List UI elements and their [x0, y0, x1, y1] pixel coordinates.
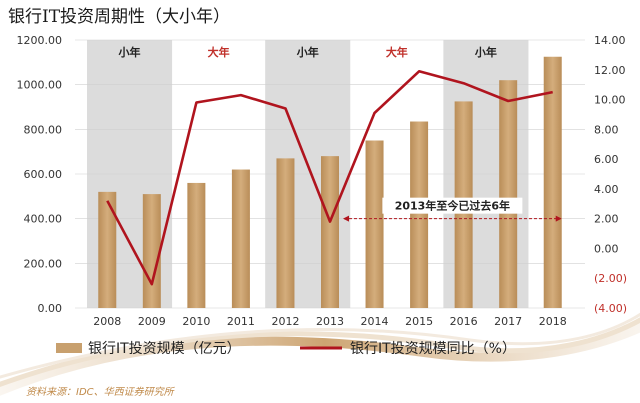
background-decoration — [0, 312, 640, 396]
legend-line-label: 银行IT投资规模同比（%） — [350, 341, 516, 357]
left-tick-label: 1200.00 — [17, 34, 63, 47]
legend-bar-swatch — [56, 343, 82, 353]
bar — [98, 191, 117, 308]
bar — [499, 80, 518, 308]
legend: 银行IT投资规模（亿元） 银行IT投资规模同比（%） — [56, 341, 516, 357]
bar — [231, 169, 250, 308]
right-tick-label: 0.00 — [594, 242, 619, 255]
band-label: 小年 — [474, 45, 497, 59]
left-tick-label: 0.00 — [38, 302, 63, 315]
band-label: 小年 — [296, 45, 319, 59]
annotation-text: 2013年至今已过去6年 — [395, 199, 510, 213]
source-note: 资料来源：IDC、华西证券研究所 — [26, 386, 176, 398]
bar — [365, 140, 384, 308]
x-tick-label: 2011 — [227, 315, 255, 328]
x-tick-label: 2010 — [182, 315, 210, 328]
left-axis: 0.00 200.00 400.00 600.00 800.00 1000.00 1200.… — [17, 34, 63, 315]
x-tick-label: 2009 — [138, 315, 166, 328]
legend-bar-label: 银行IT投资规模（亿元） — [88, 341, 241, 357]
x-tick-label: 2012 — [271, 315, 299, 328]
annotation: 2013年至今已过去6年 — [343, 197, 562, 222]
left-tick-label: 1000.00 — [17, 79, 63, 92]
right-tick-label: 14.00 — [594, 34, 626, 47]
annotation-bg — [382, 197, 523, 214]
left-tick-label: 400.00 — [24, 213, 63, 226]
right-tick-label: (2.00) — [594, 272, 627, 285]
right-tick-label: 10.00 — [594, 94, 626, 107]
bar — [187, 182, 206, 308]
left-tick-label: 800.00 — [24, 123, 63, 136]
band-label: 大年 — [208, 45, 230, 59]
right-tick-label: 4.00 — [594, 183, 619, 196]
left-tick-label: 200.00 — [24, 257, 63, 270]
right-tick-label: 12.00 — [594, 64, 626, 77]
x-tick-label: 2016 — [450, 315, 478, 328]
x-tick-label: 2013 — [316, 315, 344, 328]
x-tick-label: 2014 — [361, 315, 389, 328]
x-tick-label: 2017 — [494, 315, 522, 328]
bar — [321, 156, 339, 308]
left-tick-label: 600.00 — [24, 168, 63, 181]
band-label: 小年 — [118, 45, 141, 59]
right-tick-label: 8.00 — [594, 123, 619, 136]
right-tick-label: 2.00 — [594, 213, 619, 226]
bar — [410, 121, 429, 309]
chart-title: 银行IT投资周期性（大小年） — [8, 7, 230, 27]
right-axis: (4.00) (2.00) 0.00 2.00 4.00 6.00 8.00 10.00 12.… — [594, 34, 627, 315]
x-tick-label: 2008 — [93, 315, 121, 328]
bar — [543, 56, 562, 308]
x-tick-label: 2018 — [539, 315, 567, 328]
line-series — [106, 70, 553, 286]
band-label: 大年 — [386, 45, 408, 59]
x-tick-label: 2015 — [405, 315, 433, 328]
x-axis: 2008 2009 2010 2011 2012 2013 2014 2015 2016 2017… — [93, 315, 566, 328]
right-tick-label: 6.00 — [594, 153, 619, 166]
bar — [276, 158, 295, 308]
right-tick-label: (4.00) — [594, 302, 627, 315]
bar — [142, 194, 161, 308]
